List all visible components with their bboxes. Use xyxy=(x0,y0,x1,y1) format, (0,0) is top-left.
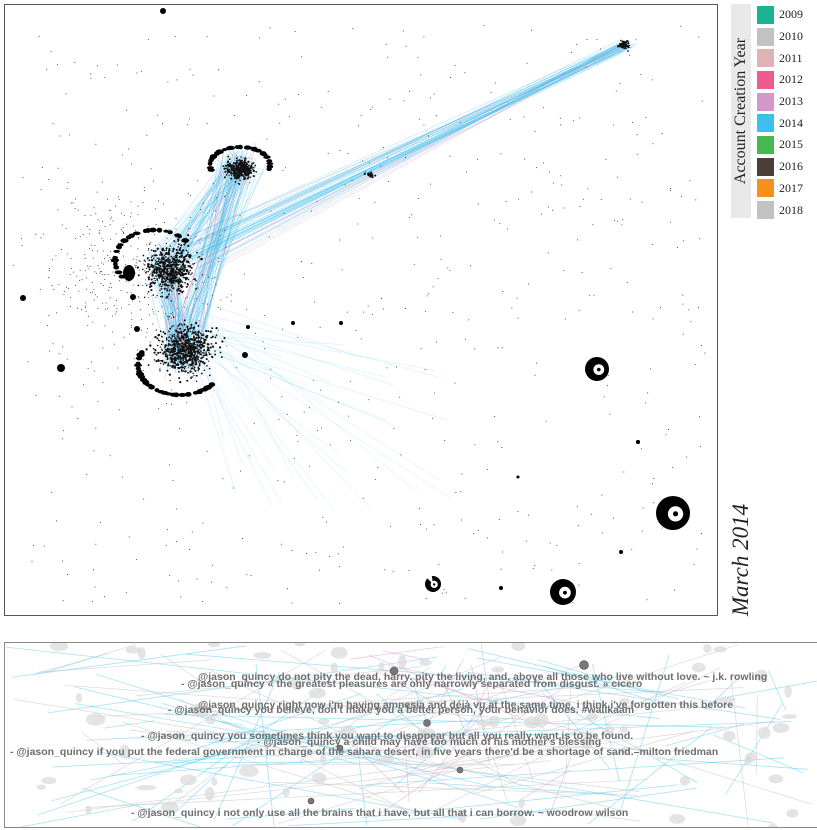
legend-label: 2012 xyxy=(779,72,803,87)
legend-swatch xyxy=(757,70,774,89)
tweet-text[interactable]: - @jason_quincy « the greatest pleasures… xyxy=(181,678,643,690)
legend-title-background xyxy=(731,4,751,218)
tweet-text[interactable]: - @jason_quincy i not only use all the b… xyxy=(131,807,629,819)
tweet-text[interactable]: @jason_quincy right now i'm having amnes… xyxy=(198,699,734,711)
tweet-panel[interactable]: @jason_quincy do not pity the dead, harr… xyxy=(4,642,817,828)
legend-label: 2015 xyxy=(779,137,803,152)
legend-label: 2013 xyxy=(779,94,803,109)
legend-label: 2016 xyxy=(779,159,803,174)
legend-item-2009: 2009 xyxy=(757,4,803,26)
legend-swatch xyxy=(757,114,774,133)
zoom-node-layer xyxy=(36,643,799,827)
zoom-edge-layer xyxy=(5,643,817,827)
legend-title: Account Creation Year xyxy=(732,37,749,185)
tweet-text[interactable]: @jason_quincy do not pity the dead, harr… xyxy=(198,671,768,683)
legend-item-2016: 2016 xyxy=(757,156,803,178)
legend-item-2018: 2018 xyxy=(757,199,803,221)
legend-item-2017: 2017 xyxy=(757,178,803,200)
edge-layer xyxy=(145,38,639,514)
legend-label: 2017 xyxy=(779,180,803,195)
legend-swatch xyxy=(757,201,774,220)
legend-label: 2018 xyxy=(779,202,803,217)
legend-swatch xyxy=(757,5,774,24)
legend-item-2015: 2015 xyxy=(757,134,803,156)
tweet-text[interactable]: - @jason_quincy if you put the federal g… xyxy=(10,746,719,758)
tweet-text[interactable]: - @jason_quincy you sometimes think you … xyxy=(141,730,634,742)
legend-label: 2011 xyxy=(779,50,803,65)
legend-swatch xyxy=(757,179,774,198)
legend-swatch xyxy=(757,92,774,111)
node-layer xyxy=(12,8,706,605)
legend-label: 2014 xyxy=(779,115,803,130)
legend-item-2013: 2013 xyxy=(757,91,803,113)
legend-swatch xyxy=(757,135,774,154)
legend-swatch xyxy=(757,27,774,46)
legend-swatch xyxy=(757,49,774,68)
legend-item-2011: 2011 xyxy=(757,47,803,69)
tweet-text[interactable]: - @jason_quincy a child may have too muc… xyxy=(257,736,602,748)
legend: 2009 2010 2011 2012 2013 2014 2015 2016 2017 2018 xyxy=(757,4,803,221)
network-graph-panel[interactable] xyxy=(4,4,718,616)
tweet-text[interactable]: - @jason_quincy you believe, don't make … xyxy=(168,704,635,716)
legend-swatch xyxy=(757,157,774,176)
network-graph xyxy=(12,8,706,605)
legend-label: 2010 xyxy=(779,29,803,44)
legend-item-2010: 2010 xyxy=(757,26,803,48)
legend-label: 2009 xyxy=(779,7,803,22)
tweet-network-zoom xyxy=(5,643,817,827)
legend-item-2012: 2012 xyxy=(757,69,803,91)
date-label: March 2014 xyxy=(728,503,753,617)
legend-item-2014: 2014 xyxy=(757,112,803,134)
